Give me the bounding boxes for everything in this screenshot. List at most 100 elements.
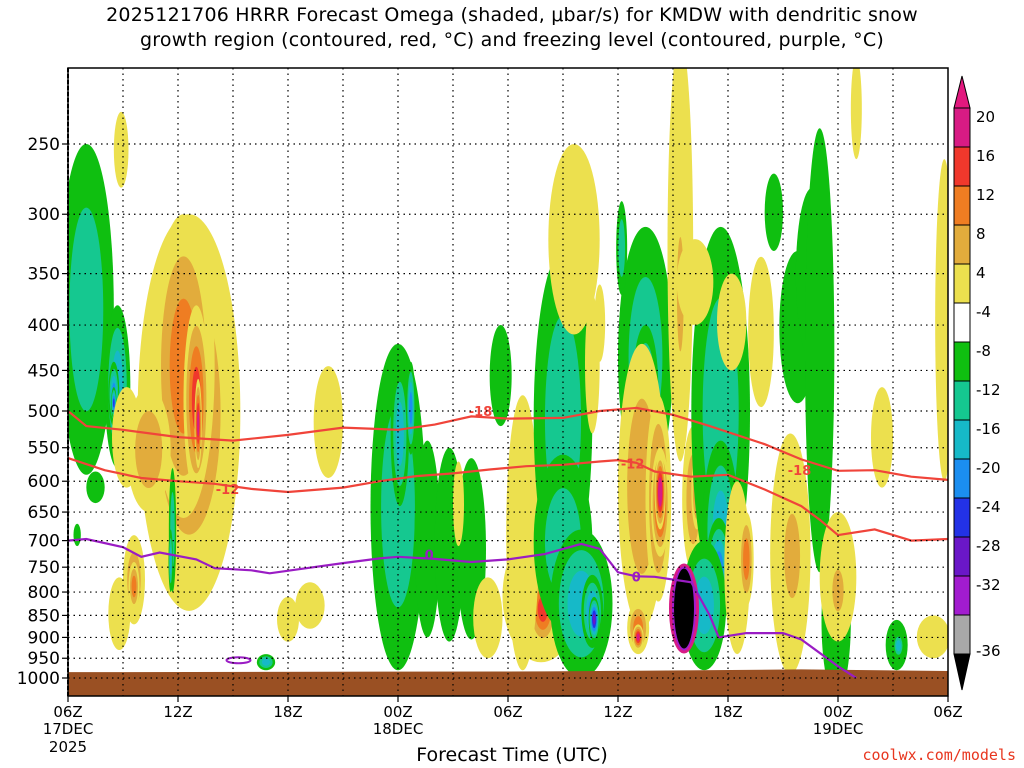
contour-label: 0: [632, 570, 641, 585]
colorbar-label: -32: [976, 576, 1001, 594]
omega-cell: [131, 575, 137, 598]
x-tick-label: 06Z: [53, 703, 82, 721]
colorbar-label: -16: [976, 420, 1001, 438]
omega-core: [674, 568, 694, 649]
y-tick-label: 350: [28, 265, 60, 285]
omega-cell: [73, 523, 81, 547]
colorbar-swatch: [953, 341, 971, 382]
omega-cell: [748, 256, 774, 408]
y-tick-label: 850: [28, 606, 60, 626]
chart-title-line1: 2025121706 HRRR Forecast Omega (shaded, …: [106, 4, 918, 26]
omega-cell: [784, 513, 801, 599]
y-tick-label: 600: [28, 472, 60, 492]
omega-cell: [658, 482, 662, 502]
x-tick-label: 18Z: [713, 703, 742, 721]
colorbar-label: -4: [976, 303, 991, 321]
omega-cell: [618, 219, 626, 277]
x-tick-date: 18DEC: [373, 720, 424, 738]
contour-label: -18: [469, 405, 493, 420]
omega-cell: [295, 582, 325, 629]
omega-cell: [676, 239, 714, 326]
x-tick-label: 00Z: [823, 703, 852, 721]
contour-label: -12: [216, 483, 240, 498]
omega-cell: [743, 538, 750, 581]
omega-cell: [592, 613, 596, 625]
y-tick-label: 450: [28, 361, 60, 381]
colorbar-label: -8: [976, 342, 991, 360]
x-tick-label: 12Z: [163, 703, 192, 721]
omega-cell: [850, 68, 862, 160]
colorbar-label: -20: [976, 459, 1001, 477]
colorbar-swatch: [953, 224, 971, 265]
contour-label: -12: [621, 457, 645, 472]
omega-cell: [636, 633, 640, 641]
terrain-fill: [68, 669, 948, 696]
colorbar-swatch: [953, 302, 971, 343]
contour-label: 0: [425, 549, 434, 564]
omega-cell: [935, 159, 948, 482]
omega-cell: [69, 207, 104, 412]
omega-cell: [135, 411, 163, 489]
y-tick-label: 300: [28, 205, 60, 225]
omega-cell: [169, 546, 172, 575]
omega-cell: [764, 173, 783, 251]
colorbar-label: 4: [976, 264, 986, 282]
omega-cell: [594, 284, 606, 362]
omega-cell: [489, 325, 512, 427]
x-tick-label: 18Z: [273, 703, 302, 721]
credit-text: coolwx.com/models: [862, 746, 1016, 764]
colorbar-label: 12: [976, 186, 995, 204]
colorbar-label: 8: [976, 225, 986, 243]
omega-cell: [197, 410, 200, 437]
y-tick-label: 900: [28, 628, 60, 648]
colorbar-swatch: [953, 575, 971, 616]
contour-freezing-loop: [225, 656, 252, 665]
colorbar-swatch: [953, 146, 971, 187]
omega-cell: [395, 401, 404, 466]
omega-cell: [113, 111, 129, 188]
contour-dendritic-upper: [68, 406, 948, 481]
x-tick-label: 06Z: [933, 703, 962, 721]
chart-title-line2: growth region (contoured, red, °C) and f…: [140, 29, 884, 51]
omega-cell: [871, 387, 893, 488]
contour-freezing-level: [68, 537, 857, 679]
omega-cell: [805, 128, 835, 573]
colorbar-label: -36: [976, 642, 1001, 660]
omega-cell: [113, 398, 115, 408]
colorbar-label: -24: [976, 498, 1001, 516]
y-tick-label: 650: [28, 503, 60, 523]
colorbar-label: -12: [976, 381, 1001, 399]
x-tick-label: 12Z: [603, 703, 632, 721]
y-tick-label: 550: [28, 439, 60, 459]
x-tick-year: 2025: [49, 738, 87, 756]
omega-cell: [313, 366, 344, 479]
omega-cell: [896, 640, 901, 652]
colorbar-swatch: [953, 263, 971, 304]
omega-cell: [261, 658, 271, 666]
colorbar-bottom-triangle: [953, 653, 971, 691]
omega-cell: [108, 577, 131, 651]
y-tick-label: 250: [28, 135, 60, 155]
x-axis-label: Forecast Time (UTC): [416, 744, 608, 766]
y-tick-label: 1000: [17, 669, 60, 689]
y-tick-label: 750: [28, 558, 60, 578]
omega-cell: [414, 440, 441, 638]
colorbar-swatch: [953, 380, 971, 421]
colorbar-swatch: [953, 107, 971, 148]
y-tick-label: 500: [28, 402, 60, 422]
omega-cell: [86, 471, 105, 504]
colorbar-swatch: [953, 497, 971, 538]
colorbar-label: 16: [976, 147, 995, 165]
omega-cell: [506, 395, 540, 671]
y-tick-label: 950: [28, 649, 60, 669]
omega-cell: [409, 392, 413, 425]
y-tick-label: 700: [28, 532, 60, 552]
omega-cell: [548, 144, 600, 335]
colorbar-swatch: [953, 614, 971, 655]
colorbar-label: 20: [976, 108, 995, 126]
y-tick-label: 800: [28, 583, 60, 603]
omega-cell: [717, 273, 747, 371]
contour-label: -18: [788, 464, 812, 479]
omega-cell: [453, 461, 464, 547]
